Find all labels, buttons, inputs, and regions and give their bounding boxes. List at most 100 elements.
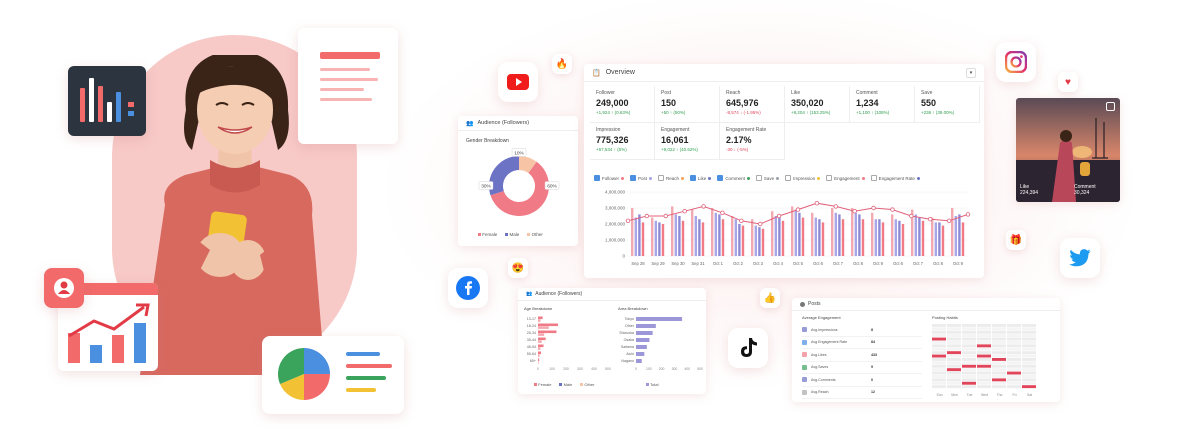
bar-male (538, 333, 545, 336)
trend-point (833, 204, 838, 209)
checkbox[interactable] (594, 175, 600, 181)
stat-engagement-rate: Engagement Rate 2.17% -30 ↓ (-5%) (720, 123, 785, 160)
heat-cell (932, 375, 946, 378)
stat-change-pct: (-5%) (737, 147, 749, 152)
checkbox[interactable] (755, 175, 762, 181)
bar-post (814, 217, 817, 256)
bar-female (538, 330, 557, 334)
bar-comment (781, 220, 785, 256)
bar-post (754, 225, 757, 256)
heat-cell (962, 364, 976, 368)
day-label: Sat (1027, 393, 1032, 397)
area-label: Aichi (626, 352, 634, 356)
heat-cell (1007, 334, 1021, 338)
x-tick-label: Sep 31 (691, 261, 705, 266)
checkbox[interactable] (658, 175, 665, 181)
stat-change-pct: (50%) (673, 110, 686, 115)
overview-card: 📋 Overview ▾ Follower 249,000 +1,924 ↑ (0.… (584, 64, 984, 278)
bar-total (636, 338, 650, 342)
toggle-post[interactable]: Post (630, 175, 653, 181)
area-bar-chart: Tokyo Other Shizuoka Osaka Saitama Aichi Nagan… (619, 317, 703, 371)
checkbox[interactable] (690, 175, 697, 181)
legend-other: Other (531, 232, 543, 237)
toggle-comment[interactable]: Comment (717, 175, 750, 181)
bar-like (958, 214, 961, 256)
avg-engagement-title: Average Engagement (802, 315, 841, 320)
toggle-impression[interactable]: Impression (785, 175, 821, 181)
stat-change-value: +9,022 (661, 147, 675, 152)
heat-cell (962, 385, 976, 389)
heat-cell (932, 347, 946, 351)
heat-cell (947, 358, 961, 361)
bar-comment (801, 217, 805, 256)
checkbox[interactable] (717, 175, 724, 181)
heat-cell (1022, 361, 1036, 365)
expand-icon[interactable]: ▾ (966, 67, 976, 78)
avg-row-label: Avg.Likes (811, 352, 827, 357)
posts-card: Posts Average Engagement Posting Habits … (792, 298, 1060, 402)
checkbox[interactable] (785, 175, 792, 181)
trend-arrow-icon: ↑ (871, 110, 874, 115)
bar-follower (851, 208, 854, 256)
trend-arrow-icon: ↑ (669, 110, 673, 115)
avg-row-value: 12 (871, 390, 875, 395)
toggle-label: Like (698, 175, 707, 181)
stat-change: -30 ↓ (-5%) (726, 147, 778, 152)
youtube-icon (498, 62, 538, 102)
post-comment-label: Comment (1074, 184, 1096, 190)
metric-icon (802, 377, 807, 383)
stat-value: 249,000 (596, 98, 629, 108)
toggle-follower[interactable]: Follower (594, 175, 625, 181)
slice-male (489, 156, 519, 196)
stat-label: Impression (596, 127, 621, 133)
heat-cell (977, 351, 991, 355)
toggle-reach[interactable]: Reach (658, 175, 685, 181)
bar-like (718, 214, 721, 256)
bar-comment (761, 228, 765, 256)
stat-label: Save (921, 90, 933, 96)
avg-row: Avg.Impressions 8 (802, 324, 922, 337)
heat-cell (977, 381, 991, 385)
heat-cell (932, 368, 946, 372)
bar-like (838, 214, 841, 256)
avg-row-value: 0 (871, 377, 873, 382)
bar-male (538, 354, 540, 357)
overview-title: Overview (605, 69, 635, 76)
stat-change: +50 ↑ (50%) (661, 110, 713, 115)
age-breakdown-title: Age Breakdown (524, 306, 553, 311)
heat-cell (947, 344, 961, 348)
toggle-engagement-rate[interactable]: Engagement Rate (870, 175, 920, 181)
bar-male (538, 319, 541, 322)
bar-like (798, 212, 801, 256)
audience-gender-card: 👥 Audience (Followers) Gender Breakdown … (458, 116, 578, 246)
bar-total (636, 331, 653, 335)
heat-cell (992, 344, 1006, 348)
posting-habits-heatmap: Sun Mon Tue Wed Thu Fri Sat (932, 324, 1036, 397)
toggle-like[interactable]: Like (690, 175, 712, 181)
slice-female (490, 161, 549, 216)
checkbox[interactable] (870, 175, 877, 181)
heat-cell (1007, 381, 1021, 385)
toggle-engagement[interactable]: Engagement (826, 175, 865, 181)
legend-male: Male (509, 232, 520, 237)
metric-icon (802, 339, 807, 345)
checkbox[interactable] (826, 175, 833, 181)
bar-comment (941, 225, 945, 256)
age-label: 35-44 (527, 338, 536, 342)
heat-cell (962, 347, 976, 351)
trend-point (814, 201, 820, 206)
heat-cell (1007, 344, 1021, 348)
heat-cell (962, 368, 976, 372)
checkbox[interactable] (630, 175, 637, 181)
heat-cell (1022, 327, 1036, 331)
bar-comment (841, 219, 845, 256)
x-tick-label: 100 (549, 367, 555, 371)
heat-cell (947, 361, 961, 365)
stat-change-value: -8,574 (726, 110, 739, 115)
toggle-save[interactable]: Save (755, 175, 780, 181)
users-icon-2: 👥 (526, 291, 533, 297)
y-tick-label: 0 (622, 254, 625, 259)
x-tick-label: 400 (684, 367, 690, 371)
toggle-label: Engagement (834, 175, 860, 181)
heat-cell (962, 344, 976, 348)
